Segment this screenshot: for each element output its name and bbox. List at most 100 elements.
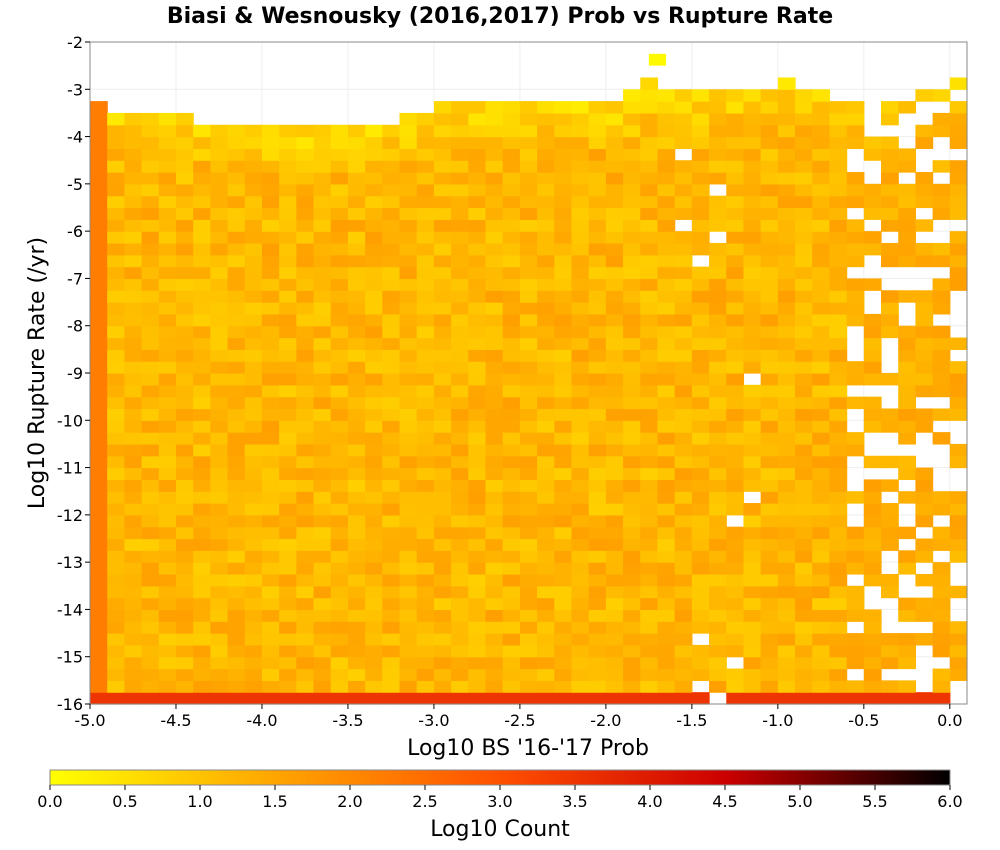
- heatmap-cell: [107, 254, 125, 268]
- heatmap-cell: [571, 242, 590, 256]
- heatmap-cell: [244, 656, 263, 670]
- heatmap-cell: [416, 621, 435, 634]
- heatmap-cell: [227, 254, 246, 268]
- heatmap-cell: [554, 242, 573, 256]
- heatmap-cell: [90, 644, 108, 658]
- heatmap-cell: [296, 172, 315, 185]
- heatmap-cell: [90, 443, 108, 457]
- heatmap-cell: [433, 573, 452, 587]
- heatmap-cell: [416, 609, 435, 622]
- y-tick-label: -7: [67, 269, 83, 288]
- heatmap-cell: [279, 455, 297, 469]
- heatmap-cell: [915, 124, 934, 138]
- heatmap-cell: [829, 668, 848, 681]
- heatmap-cell: [640, 112, 659, 126]
- heatmap-cell: [537, 101, 555, 114]
- heatmap-cell: [726, 278, 745, 291]
- heatmap-cell: [502, 254, 521, 268]
- heatmap-cell: [709, 148, 727, 161]
- heatmap-cell: [605, 302, 624, 315]
- heatmap-cell: [451, 420, 469, 433]
- heatmap-cell: [244, 136, 263, 149]
- heatmap-cell: [640, 573, 659, 587]
- heatmap-cell: [261, 183, 280, 197]
- heatmap-cell: [640, 491, 659, 504]
- heatmap-cell: [571, 597, 590, 611]
- heatmap-cell: [416, 136, 435, 149]
- heatmap-cell: [949, 396, 968, 410]
- heatmap-cell: [881, 101, 899, 114]
- heatmap-cell: [640, 550, 659, 563]
- heatmap-cell: [210, 420, 229, 433]
- heatmap-cell: [846, 597, 865, 611]
- heatmap-cell: [124, 278, 143, 291]
- heatmap-cell: [760, 621, 779, 634]
- heatmap-cell: [829, 609, 848, 622]
- heatmap-cell: [657, 231, 676, 244]
- heatmap-cell: [347, 550, 366, 563]
- heatmap-cell: [433, 396, 452, 410]
- heatmap-cell: [365, 668, 383, 681]
- heatmap-cell: [124, 384, 143, 398]
- heatmap-cell: [158, 219, 177, 232]
- heatmap-cell: [485, 432, 504, 445]
- heatmap-cell: [158, 550, 177, 563]
- heatmap-cell: [416, 207, 435, 220]
- heatmap-cell: [657, 290, 676, 303]
- heatmap-cell: [588, 373, 607, 386]
- heatmap-cell: [657, 455, 676, 469]
- heatmap-cell: [691, 420, 710, 433]
- heatmap-cell: [141, 633, 160, 646]
- heatmap-cell: [193, 278, 211, 291]
- heatmap-cell: [554, 644, 573, 658]
- heatmap-cell: [709, 491, 727, 504]
- heatmap-cell: [158, 124, 177, 138]
- heatmap-cell: [674, 396, 693, 410]
- heatmap-cell: [330, 538, 349, 551]
- heatmap-cell: [691, 597, 710, 611]
- heatmap-cell: [451, 491, 469, 504]
- heatmap-cell: [657, 633, 676, 646]
- heatmap-cell: [502, 207, 521, 220]
- heatmap-cell: [107, 479, 125, 492]
- heatmap-cell: [468, 443, 487, 457]
- heatmap-cell: [261, 526, 280, 540]
- heatmap-cell: [674, 278, 693, 291]
- heatmap-cell: [141, 136, 160, 149]
- heatmap-cell: [932, 692, 951, 705]
- heatmap-cell: [330, 597, 349, 611]
- heatmap-cell: [709, 325, 727, 339]
- heatmap-cell: [915, 337, 934, 350]
- heatmap-cell: [330, 585, 349, 599]
- heatmap-cell: [90, 455, 108, 469]
- heatmap-cell: [674, 408, 693, 421]
- heatmap-cell: [485, 278, 504, 291]
- heatmap-cell: [382, 136, 401, 149]
- heatmap-cell: [571, 278, 590, 291]
- heatmap-cell: [795, 455, 813, 469]
- heatmap-cell: [468, 609, 487, 622]
- heatmap-cell: [743, 668, 762, 681]
- heatmap-cell: [330, 349, 349, 362]
- heatmap-cell: [709, 432, 727, 445]
- heatmap-cell: [330, 231, 349, 244]
- heatmap-cell: [571, 373, 590, 386]
- heatmap-cell: [519, 633, 538, 646]
- heatmap-cell: [382, 538, 401, 551]
- heatmap-cell: [863, 231, 882, 244]
- heatmap-cell: [399, 692, 418, 705]
- heatmap-cell: [829, 538, 848, 551]
- heatmap-cell: [502, 325, 521, 339]
- heatmap-cell: [709, 337, 727, 350]
- heatmap-cell: [674, 290, 693, 303]
- heatmap-cell: [881, 302, 899, 315]
- heatmap-cell: [313, 562, 332, 575]
- heatmap-cell: [588, 562, 607, 575]
- heatmap-cell: [175, 467, 194, 480]
- heatmap-cell: [932, 89, 951, 102]
- heatmap-cell: [210, 313, 229, 327]
- heatmap-cell: [863, 692, 882, 705]
- heatmap-cell: [244, 373, 263, 386]
- heatmap-cell: [519, 432, 538, 445]
- heatmap-cell: [382, 680, 401, 693]
